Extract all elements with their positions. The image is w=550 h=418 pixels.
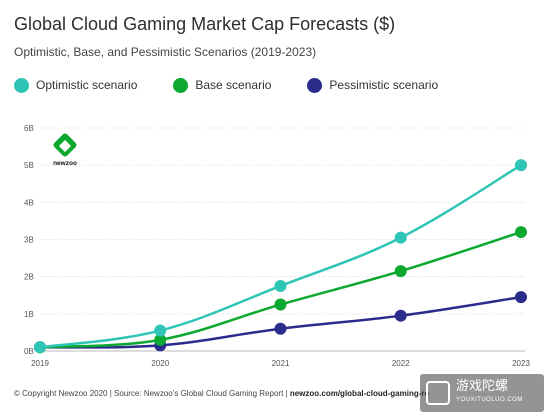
footer-url[interactable]: newzoo.com/global-cloud-gaming-re [289,389,429,398]
newzoo-logo-inner [59,140,71,152]
x-tick-label: 2020 [151,359,169,368]
chart-subtitle: Optimistic, Base, and Pessimistic Scenar… [14,45,317,59]
watermark: 游戏陀螺 YOUXITUOLUO.COM [420,374,544,412]
watermark-subtext: YOUXITUOLUO.COM [456,397,523,403]
legend-item-pessimistic: Pessimistic scenario [307,77,439,93]
data-point-optimistic [154,324,167,337]
newzoo-logo: newzoo [53,133,77,167]
newzoo-logo-text: newzoo [53,160,77,167]
data-point-base [274,298,287,311]
x-tick-label: 2022 [392,359,410,368]
legend-label-optimistic: Optimistic scenario [36,78,138,92]
x-tick-label: 2021 [272,359,290,368]
series-points [34,159,527,354]
legend-label-base: Base scenario [195,78,272,92]
legend-marker-optimistic [14,77,29,93]
y-tick-label: 2B [24,273,34,282]
y-tick-label: 1B [24,310,34,319]
legend-item-optimistic: Optimistic scenario [14,77,138,93]
chart-legend: Optimistic scenario Base scenario Pessim… [14,74,474,96]
grid-layer [40,127,525,352]
data-point-optimistic [394,231,407,244]
legend-marker-pessimistic [307,77,323,93]
footer-copyright: © Copyright Newzoo 2020 | Source: Newzoo… [14,389,290,398]
watermark-text: 游戏陀螺 [456,378,509,393]
series-lines [39,164,522,349]
x-tick-label: 2023 [512,359,530,368]
data-point-pessimistic [394,309,407,322]
watermark-logo-icon [426,381,450,405]
footer-source: © Copyright Newzoo 2020 | Source: Newzoo… [14,389,429,398]
data-point-optimistic [515,159,527,172]
legend-marker-base [173,77,189,93]
data-point-base [394,265,407,278]
data-point-optimistic [274,279,287,292]
data-point-base [515,226,527,239]
x-tick-label: 2019 [31,359,49,368]
data-point-base [154,333,167,346]
y-tick-label: 3B [24,236,34,245]
y-axis-labels: 0B 1B 2B 3B 4B 5B 6B [24,124,34,356]
y-tick-label: 0B [24,347,34,356]
chart-title: Global Cloud Gaming Market Cap Forecasts… [14,14,396,34]
data-point-optimistic [34,341,46,354]
data-point-pessimistic [274,322,287,335]
y-tick-label: 5B [24,161,34,170]
y-tick-label: 6B [24,124,34,133]
data-point-pessimistic [515,291,527,304]
x-axis-labels: 2019 2020 2021 2022 2023 [31,359,530,368]
y-tick-label: 4B [24,198,34,207]
legend-label-pessimistic: Pessimistic scenario [329,78,439,92]
legend-item-base: Base scenario [173,77,272,93]
